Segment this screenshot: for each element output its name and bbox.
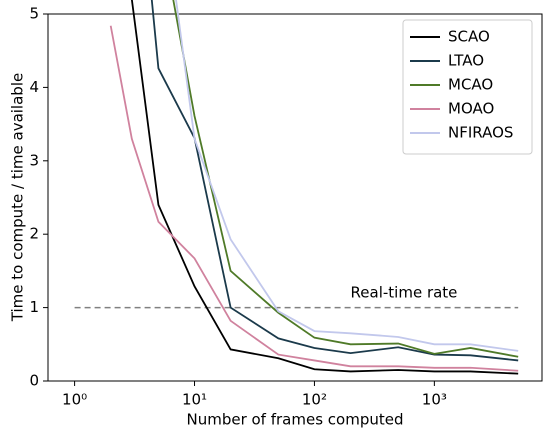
y-tick-label: 5 [29, 5, 39, 23]
y-axis-label: Time to compute / time available [9, 73, 27, 322]
series-line [150, 0, 519, 362]
series-line [172, 0, 519, 358]
x-tick-label: 10⁰ [62, 391, 87, 409]
y-tick-label: 0 [29, 372, 39, 390]
legend-label: NFIRAOS [448, 124, 513, 142]
legend-label: MCAO [448, 76, 493, 94]
x-tick-label: 10² [302, 391, 327, 409]
series-line [109, 25, 519, 372]
annotation: Real-time rate [351, 283, 458, 301]
legend-label: SCAO [448, 28, 490, 46]
series-line [175, 0, 519, 352]
y-tick-label: 2 [29, 225, 39, 243]
x-axis-label: Number of frames computed [186, 411, 403, 429]
y-tick-label: 3 [29, 151, 39, 169]
legend-box [402, 19, 533, 155]
y-tick-label: 1 [29, 298, 39, 316]
legend-label: MOAO [448, 100, 494, 118]
x-tick-label: 10³ [422, 391, 447, 409]
y-tick-label: 4 [29, 78, 39, 96]
legend-label: LTAO [448, 52, 484, 70]
series-line [130, 0, 519, 375]
plot-frame [47, 13, 543, 382]
x-tick-label: 10¹ [182, 391, 207, 409]
